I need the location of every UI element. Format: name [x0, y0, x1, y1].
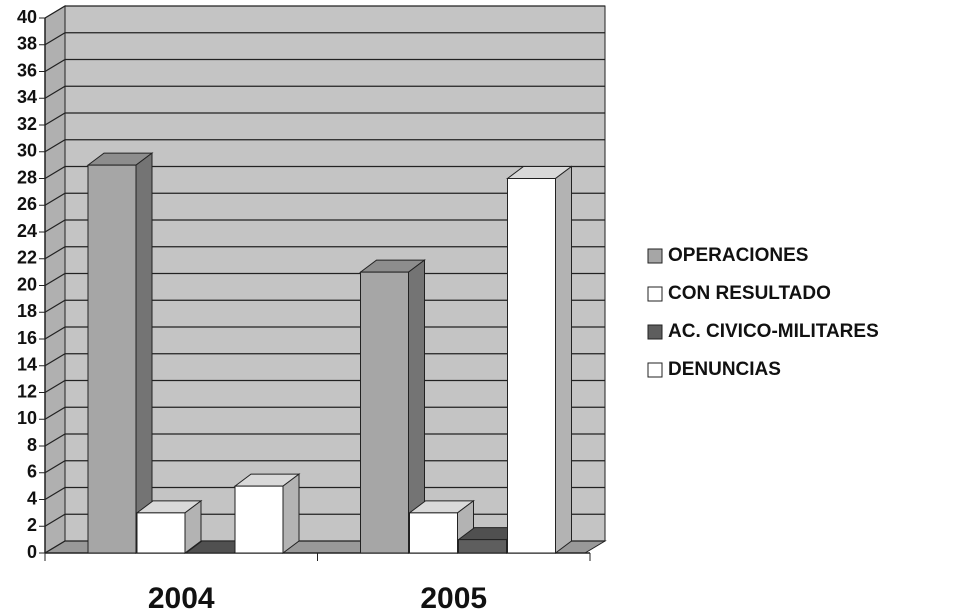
legend-swatch: [647, 286, 663, 302]
y-tick-label: 2: [27, 515, 37, 535]
y-tick-label: 36: [17, 60, 37, 80]
grid-line: [44, 112, 605, 126]
y-tick-label: 38: [17, 34, 37, 54]
grid-line: [44, 246, 605, 260]
grid-line: [44, 58, 605, 73]
legend-label: OPERACIONES: [668, 245, 808, 266]
y-tick-label: 32: [17, 114, 37, 134]
grid-line: [44, 192, 605, 206]
legend-label: CON RESULTADO: [668, 283, 831, 304]
bar: [458, 539, 507, 554]
legend-label: DENUNCIAS: [668, 359, 781, 380]
grid-line: [44, 85, 605, 99]
legend-swatch: [647, 248, 663, 264]
legend-label: AC. CIVICO-MILITARES: [668, 321, 879, 342]
y-tick-label: 24: [17, 221, 37, 241]
bar: [234, 485, 284, 554]
legend-swatch: [647, 362, 663, 378]
y-tick-label: 8: [27, 435, 37, 455]
bar: [409, 512, 458, 554]
y-tick-label: 34: [17, 87, 37, 107]
bar: [507, 178, 556, 554]
bar: [360, 271, 409, 554]
bar: [87, 164, 137, 554]
y-tick-label: 6: [27, 462, 37, 482]
grid-line: [44, 5, 605, 19]
bar-side: [282, 473, 300, 554]
grid-line: [44, 32, 605, 46]
grid-line: [44, 139, 605, 153]
x-tick-label: 2004: [148, 582, 215, 615]
y-tick-label: 0: [27, 542, 37, 562]
y-tick-label: 16: [17, 328, 37, 348]
bar-side: [555, 165, 572, 554]
y-tick-label: 26: [17, 194, 37, 214]
y-tick-label: 40: [17, 7, 37, 27]
legend-swatch: [647, 324, 663, 340]
y-tick-label: 12: [17, 381, 37, 401]
y-tick-label: 10: [17, 408, 37, 428]
y-tick-label: 22: [17, 248, 37, 268]
y-tick-label: 4: [27, 488, 37, 508]
y-tick-label: 28: [17, 167, 37, 187]
y-tick-label: 14: [17, 355, 37, 375]
x-tick-label: 2005: [420, 582, 487, 615]
bar-side: [135, 152, 153, 554]
y-tick-label: 20: [17, 274, 37, 294]
y-tick-label: 18: [17, 301, 37, 321]
y-tick-label: 30: [17, 141, 37, 161]
bar: [136, 512, 186, 554]
grid-line: [44, 165, 605, 180]
grid-line: [44, 219, 605, 233]
